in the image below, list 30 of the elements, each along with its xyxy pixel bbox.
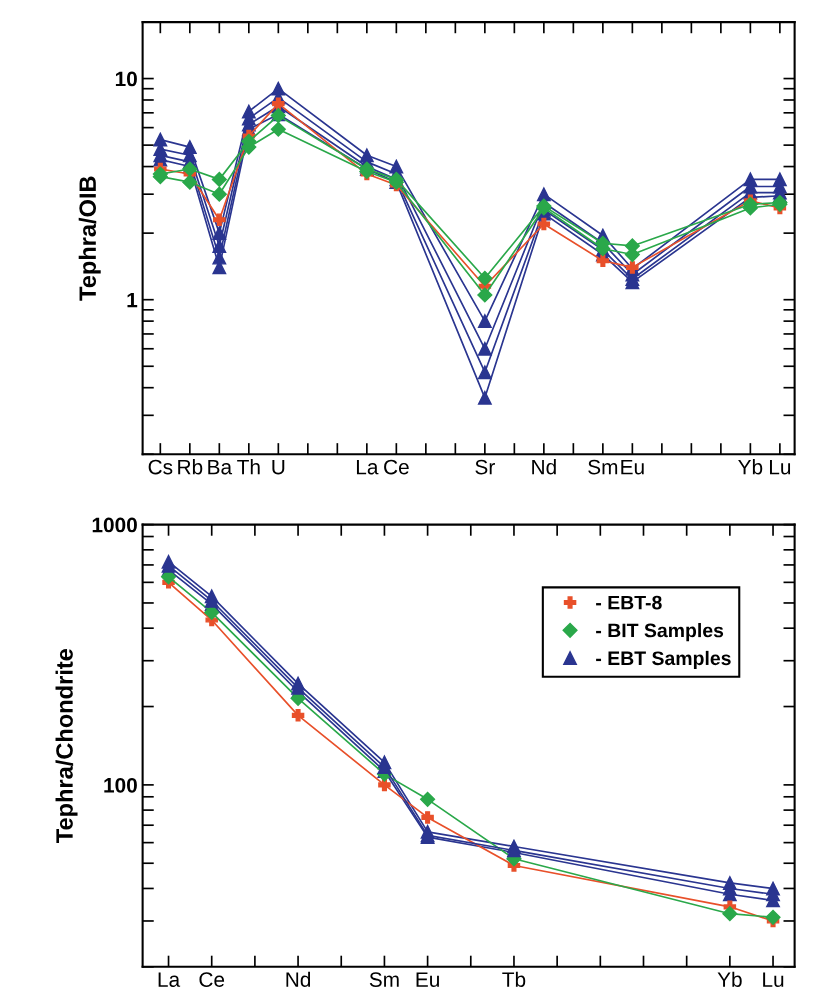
x-tick-label: Nd: [532, 459, 556, 475]
legend-label: - BIT Samples: [596, 623, 724, 642]
y-tick-label: 1: [127, 292, 138, 308]
y-tick-label: 100: [104, 777, 137, 793]
x-tick-label: Lu: [763, 972, 784, 987]
x-tick-label: Ce: [199, 972, 225, 987]
x-tick-label: Rb: [178, 459, 203, 475]
x-tick-label: Sm: [369, 972, 399, 987]
x-tick-label: Ce: [384, 459, 409, 475]
x-tick-label: Yb: [738, 459, 763, 475]
x-tick-label: La: [356, 459, 379, 475]
x-tick-label: Eu: [416, 972, 439, 987]
x-tick-label: Eu: [621, 459, 644, 475]
x-tick-label: Sm: [588, 459, 618, 475]
y-tick-label: 10: [115, 71, 137, 87]
x-tick-label: La: [158, 972, 181, 987]
x-tick-label: Cs: [148, 459, 173, 475]
y-axis-title: Tephra/Chondrite: [55, 649, 78, 843]
x-tick-label: Ba: [208, 459, 233, 475]
x-tick-label: Yb: [717, 971, 742, 987]
x-tick-label: U: [272, 459, 285, 475]
x-tick-label: Th: [237, 459, 260, 475]
legend-label: - EBT Samples: [596, 650, 731, 669]
x-tick-label: Tb: [502, 971, 526, 987]
x-tick-label: Lu: [770, 459, 791, 475]
legend-label: - EBT-8: [596, 595, 662, 610]
x-tick-label: Nd: [286, 971, 311, 987]
x-tick-label: Sr: [475, 459, 495, 475]
y-tick-label: 1000: [92, 517, 137, 533]
y-axis-title: Tephra/OIB: [78, 176, 101, 301]
